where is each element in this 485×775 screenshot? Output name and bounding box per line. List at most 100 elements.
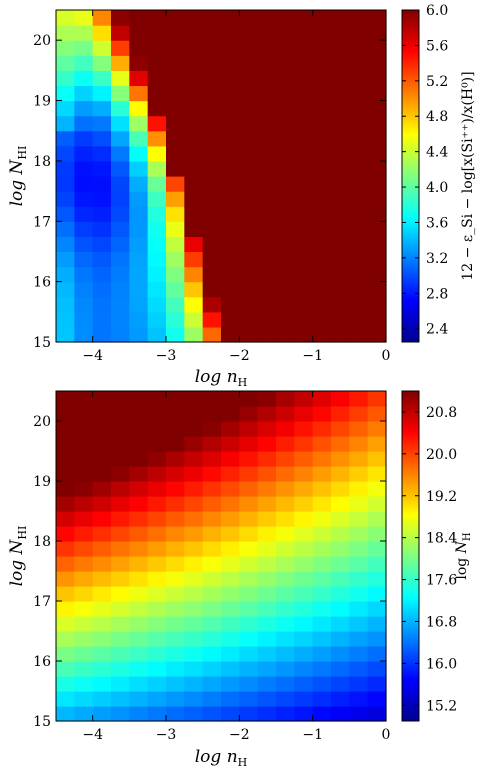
x-tick-label: −3 [156, 348, 177, 364]
heatmap-cell [312, 616, 332, 632]
heatmap-cell [202, 631, 222, 647]
x-tick-label: −2 [229, 727, 250, 743]
heatmap-cell [184, 496, 204, 512]
heatmap-cell [276, 556, 295, 572]
heatmap-cell [294, 115, 314, 132]
heatmap-cell [202, 466, 222, 482]
heatmap-cell [166, 451, 185, 467]
heatmap-cell [257, 661, 277, 677]
heatmap-cell [331, 541, 350, 557]
heatmap-cell [56, 691, 75, 707]
heatmap-cell [257, 40, 277, 56]
heatmap-cell [294, 601, 314, 617]
heatmap-cell [147, 631, 167, 647]
heatmap-cell [221, 406, 240, 422]
heatmap-cell [349, 221, 369, 237]
heatmap-cell [221, 601, 240, 617]
heatmap-cell [239, 511, 259, 527]
heatmap-cell [239, 661, 259, 677]
heatmap-cell [276, 691, 295, 707]
heatmap-cell [221, 55, 240, 71]
heatmap-cell [111, 691, 130, 707]
heatmap-cell [111, 706, 130, 722]
heatmap-cell [239, 481, 259, 497]
heatmap-cell [239, 130, 259, 147]
heatmap-cell [221, 40, 240, 56]
heatmap-cell [367, 571, 387, 587]
heatmap-cell [367, 421, 387, 437]
heatmap-cell [221, 326, 240, 343]
heatmap-cell [92, 130, 112, 147]
heatmap-cell [74, 556, 94, 572]
heatmap-cell [56, 661, 75, 677]
heatmap-cell [349, 706, 369, 722]
heatmap-cell [129, 406, 149, 422]
heatmap-cell [331, 251, 350, 268]
heatmap-cell [92, 206, 112, 222]
heatmap-cell [129, 160, 149, 177]
heatmap-cell [276, 616, 295, 632]
heatmap-cell [166, 251, 185, 268]
heatmap-cell [129, 601, 149, 617]
heatmap-cell [166, 85, 185, 102]
heatmap-cell [202, 691, 222, 707]
heatmap-cell [276, 436, 295, 452]
heatmap-cell [257, 25, 277, 41]
heatmap-cell [111, 100, 130, 117]
heatmap-cell [166, 266, 185, 283]
heatmap-bottom-ticks: −4 −3 −2 −1 0 15 16 17 18 19 20 [33, 391, 390, 743]
heatmap-cell [92, 616, 112, 632]
heatmap-cell [349, 281, 369, 298]
heatmap-cell [56, 70, 75, 87]
heatmap-cell [331, 326, 350, 343]
heatmap-cell [294, 296, 314, 313]
heatmap-cell [331, 145, 350, 162]
heatmap-cell [239, 191, 259, 207]
heatmap-cell [166, 511, 185, 527]
heatmap-cell [312, 115, 332, 132]
heatmap-cell [166, 130, 185, 147]
heatmap-cell [221, 281, 240, 298]
heatmap-cell [331, 160, 350, 177]
heatmap-cell [74, 511, 94, 527]
heatmap-cell [257, 160, 277, 177]
heatmap-cell [294, 266, 314, 283]
heatmap-cell [147, 206, 167, 222]
heatmap-cell [276, 70, 295, 87]
y-axis-label-top: log NHI [7, 146, 29, 207]
heatmap-cell [312, 391, 332, 407]
heatmap-cell [257, 526, 277, 542]
heatmap-cell [147, 25, 167, 41]
heatmap-cell [184, 281, 204, 298]
heatmap-cell [276, 281, 295, 298]
heatmap-cell [92, 421, 112, 437]
heatmap-cell [276, 85, 295, 102]
heatmap-cell [74, 691, 94, 707]
heatmap-cell [129, 145, 149, 162]
heatmap-cell [92, 406, 112, 422]
heatmap-cell [312, 191, 332, 207]
heatmap-cell [221, 221, 240, 237]
heatmap-cell [331, 691, 350, 707]
heatmap-cell [111, 676, 130, 692]
heatmap-cell [294, 221, 314, 237]
heatmap-cell [257, 281, 277, 298]
colorbar-top-ticks: 2.4 2.8 3.2 3.6 4.0 4.4 4.8 5.2 5.6 6.0 [402, 3, 448, 338]
heatmap-cell [129, 541, 149, 557]
heatmap-cell [147, 115, 167, 132]
heatmap-cell [166, 706, 185, 722]
heatmap-cell [184, 10, 204, 26]
colorbar-tick-label: 16.8 [426, 614, 457, 630]
heatmap-cell [111, 176, 130, 192]
heatmap-cell [92, 556, 112, 572]
heatmap-cell [257, 586, 277, 602]
heatmap-cell [147, 85, 167, 102]
heatmap-cell [166, 176, 185, 192]
heatmap-cell [147, 191, 167, 207]
heatmap-cell [92, 541, 112, 557]
y-tick-label: 20 [33, 33, 51, 49]
heatmap-cell [56, 311, 75, 328]
heatmap-cell [276, 406, 295, 422]
heatmap-cell [74, 55, 94, 71]
heatmap-cell [239, 406, 259, 422]
